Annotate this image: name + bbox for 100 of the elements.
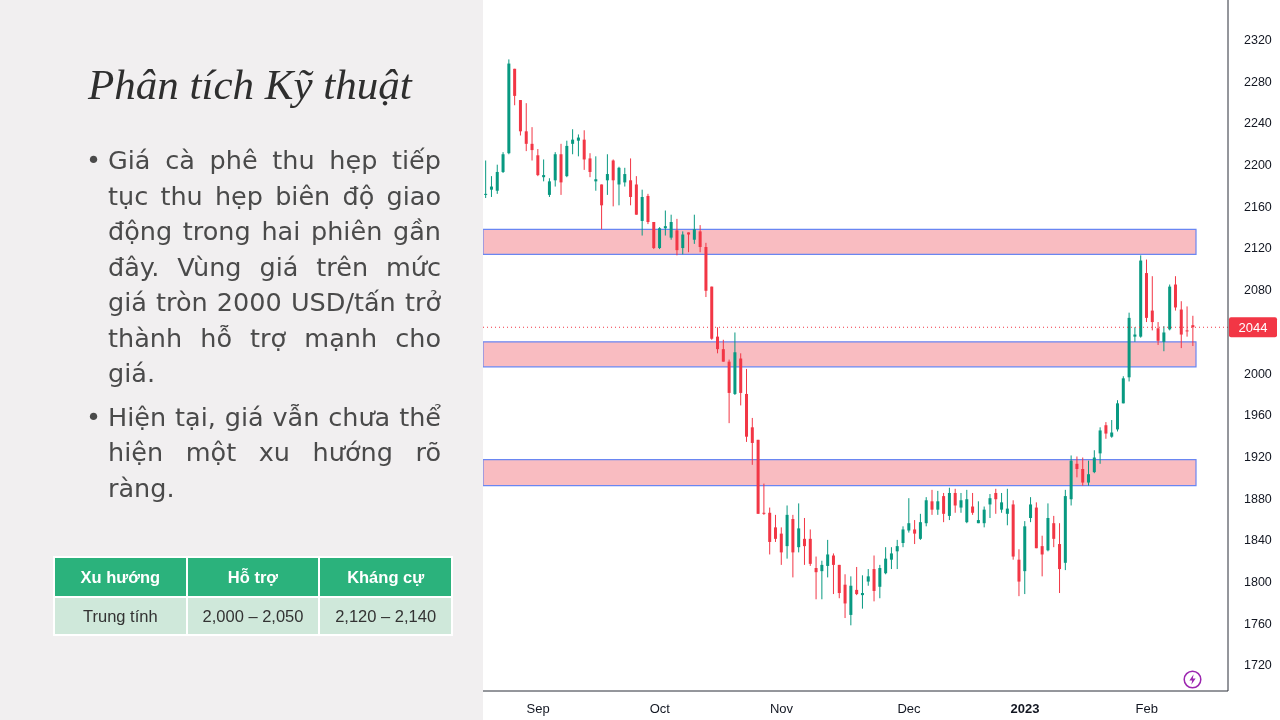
y-tick-label: 2000 — [1244, 366, 1272, 381]
candlestick — [820, 560, 824, 600]
candlestick — [750, 417, 754, 466]
candlestick — [889, 546, 893, 570]
y-tick-label: 1920 — [1244, 449, 1272, 464]
candlestick — [588, 152, 592, 178]
candlestick — [663, 210, 667, 237]
candlestick — [860, 574, 864, 610]
candlestick — [1000, 492, 1004, 514]
candlestick — [536, 148, 540, 177]
candlestick — [1075, 456, 1079, 478]
y-tick-label: 2120 — [1244, 241, 1272, 256]
candlestick — [617, 166, 621, 206]
candlestick — [907, 497, 911, 534]
y-tick-label: 1800 — [1244, 575, 1272, 589]
y-tick-label: 1960 — [1244, 408, 1272, 423]
candlestick — [1052, 515, 1056, 548]
x-tick-label: 2023 — [1010, 701, 1040, 716]
candlestick — [681, 230, 685, 255]
y-tick-label: 2080 — [1244, 283, 1272, 298]
candlestick — [971, 492, 975, 516]
candlestick — [1040, 535, 1044, 577]
candlestick — [936, 490, 940, 516]
candlestick — [530, 126, 534, 161]
candlestick — [965, 489, 969, 524]
candlestick — [774, 514, 777, 543]
candlestick — [623, 167, 627, 188]
candlestick — [669, 214, 673, 241]
candlestick — [1173, 275, 1177, 312]
candlestick — [930, 489, 934, 516]
candlestick — [959, 492, 963, 514]
text: 2,000 – 2,050 — [202, 606, 304, 625]
candlestick — [918, 513, 922, 541]
y-tick-label: 1880 — [1244, 491, 1272, 506]
y-tick-label: 2320 — [1244, 33, 1272, 48]
x-tick-label: Oct — [649, 701, 671, 716]
candlestick — [797, 502, 801, 553]
candlestick — [953, 488, 957, 514]
candlestick — [895, 539, 899, 570]
candlestick — [942, 492, 946, 523]
text: Trung tính — [83, 606, 158, 625]
category-label: Xu hướng — [54, 557, 187, 597]
candlestick — [501, 151, 505, 174]
candlestick — [721, 339, 725, 363]
candlestick — [542, 158, 546, 182]
candlestick — [576, 133, 580, 157]
candlestick — [675, 218, 679, 256]
y-tick-label: 2200 — [1244, 158, 1272, 173]
category-label: Hỗ trợ — [186, 557, 320, 597]
candlestick — [779, 526, 783, 566]
candlestick — [629, 157, 633, 206]
candlestick — [484, 160, 488, 199]
candlestick — [982, 506, 986, 528]
candlestick — [582, 129, 586, 171]
candlestick — [1017, 548, 1021, 597]
y-tick-label: 1720 — [1244, 658, 1272, 673]
x-tick-label: Dec — [897, 701, 922, 716]
candlestick — [988, 493, 992, 519]
candlestick — [1005, 488, 1009, 526]
candlestick — [924, 496, 928, 527]
y-tick-label: 1760 — [1244, 616, 1272, 631]
text: • Giá cà phê thu hẹp tiếp tục thu hẹp biên độ giao động trong hai phiên gần đây. Vùng giá trên mức giá tròn 2000 USD/tấn trở thành hỗ trợ mạnh cho giá. — [86, 144, 441, 390]
candlestick — [600, 183, 604, 230]
candlestick — [1098, 426, 1102, 465]
candlestick — [855, 566, 859, 596]
text: Phân tích Kỹ thuật — [88, 60, 412, 110]
candlestick — [489, 175, 493, 198]
candlestick — [831, 552, 835, 595]
candlestick — [547, 177, 551, 198]
candlestick — [878, 564, 882, 599]
x-tick-label: Feb — [1135, 701, 1158, 716]
category-label: Kháng cự — [319, 557, 452, 597]
candlestick — [872, 555, 876, 602]
candlestick — [658, 226, 662, 250]
candlestick — [1087, 460, 1091, 487]
candlestick — [1081, 457, 1085, 487]
candlestick — [495, 164, 499, 195]
candlestick — [1133, 326, 1137, 343]
candlestick — [605, 153, 609, 196]
candlestick — [1162, 325, 1166, 352]
candlestick — [884, 546, 888, 575]
candlestick — [843, 573, 847, 619]
candlestick — [1104, 421, 1108, 440]
text: • Hiện tại, giá vẫn chưa thể hiện một xu hướng rõ ràng. — [86, 400, 441, 505]
candlestick — [762, 483, 766, 516]
text: 2,120 – 2,140 — [335, 606, 437, 625]
candlestick — [611, 158, 615, 207]
candlestick — [692, 214, 696, 245]
candlestick — [994, 488, 998, 515]
candlestick — [1092, 449, 1096, 474]
candlestick — [698, 224, 702, 253]
candlestick — [640, 189, 644, 237]
candlestick — [802, 517, 806, 566]
candlestick — [947, 487, 951, 521]
y-tick-label: 2280 — [1244, 74, 1272, 89]
candlestick — [1029, 496, 1033, 523]
candlestick — [524, 102, 528, 152]
y-tick-label: 2160 — [1244, 199, 1272, 214]
candlestick — [814, 556, 818, 600]
ref-line-label: 2044 — [1238, 319, 1268, 335]
